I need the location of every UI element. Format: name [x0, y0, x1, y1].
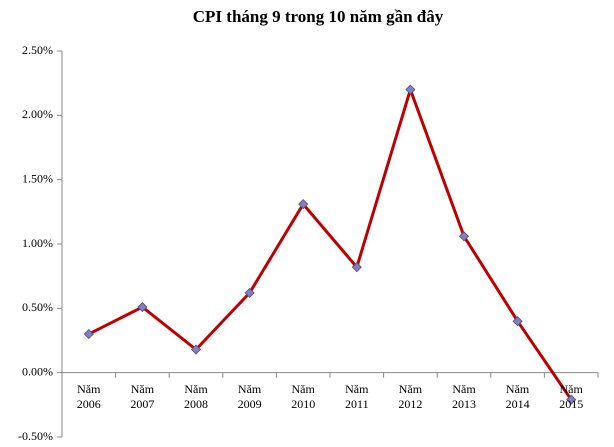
x-tick-label: Năm 2011 [345, 381, 369, 411]
chart-title: CPI tháng 9 trong 10 năm gần đây [193, 7, 444, 26]
x-tick-label: Năm 2013 [452, 381, 476, 411]
x-tick-label: Năm 2006 [76, 381, 101, 411]
x-tick-label: Năm 2009 [237, 381, 262, 411]
y-tick-label: 2.50% [22, 43, 53, 57]
marker [566, 394, 577, 405]
marker [298, 199, 309, 210]
marker [190, 344, 202, 355]
x-tick-label: Năm 2008 [184, 381, 208, 411]
marker [405, 84, 416, 95]
x-tick-label: Năm 2012 [398, 381, 423, 411]
y-tick-label: 0.00% [22, 364, 53, 378]
y-tick-label: 1.00% [22, 236, 53, 250]
y-tick-label: 2.00% [22, 107, 53, 121]
marker [244, 287, 255, 298]
y-tick-label: 1.50% [22, 171, 53, 185]
marker [458, 231, 470, 242]
marker [512, 316, 523, 327]
marker [83, 329, 94, 340]
y-tick-label: 0.50% [22, 300, 53, 314]
y-tick-label: -0.50% [18, 429, 53, 443]
marker [137, 301, 148, 313]
x-tick-label: Năm 2015 [559, 381, 584, 411]
x-tick-label: Năm 2014 [505, 381, 530, 411]
x-tick-label: Năm 2010 [291, 381, 316, 411]
line [88, 88, 573, 401]
marker [351, 262, 362, 273]
x-tick-label: Năm 2007 [130, 381, 155, 411]
